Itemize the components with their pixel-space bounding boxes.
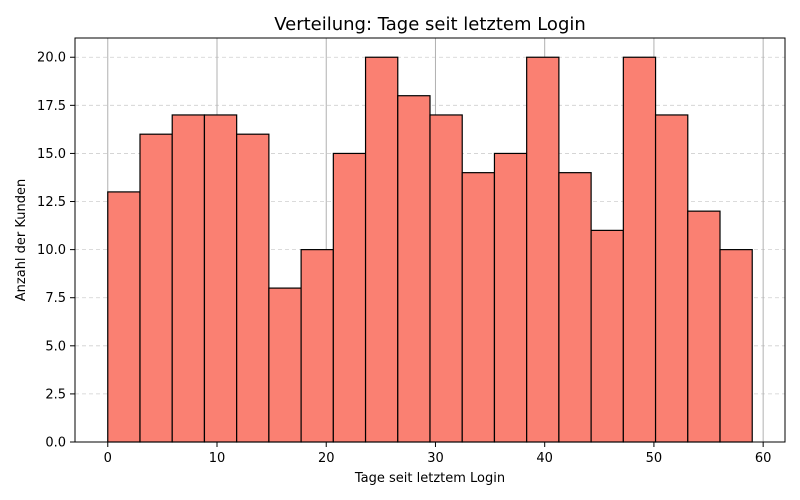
- histogram-bar: [139, 133, 173, 443]
- chart-title: Verteilung: Tage seit letztem Login: [274, 14, 586, 35]
- y-tick-label: 2.5: [45, 387, 66, 402]
- histogram-bar: [429, 114, 463, 443]
- x-tick-label: 20: [318, 451, 335, 466]
- y-tick-label: 12.5: [37, 195, 66, 210]
- x-tick-label: 40: [536, 451, 553, 466]
- x-tick-label: 50: [646, 451, 663, 466]
- histogram-bar: [397, 95, 431, 443]
- bars: [107, 56, 753, 443]
- plot-frame: [74, 37, 786, 443]
- y-tick-label: 5.0: [45, 339, 66, 354]
- x-axis-ticks: 0 10 20 30 40 50 60: [104, 442, 772, 466]
- histogram-bar: [364, 56, 399, 443]
- histogram-bar: [590, 229, 624, 443]
- x-tick-label: 10: [209, 451, 226, 466]
- histogram-bar: [461, 172, 496, 443]
- histogram-bar: [687, 210, 721, 443]
- histogram-bar: [622, 56, 657, 443]
- histogram-bar: [268, 287, 302, 443]
- y-tick-label: 17.5: [37, 99, 66, 114]
- histogram-bar: [107, 191, 141, 443]
- histogram-bar: [203, 114, 238, 443]
- histogram-bar: [558, 172, 592, 443]
- histogram-bar: [493, 152, 528, 443]
- histogram-bar: [332, 152, 367, 443]
- x-tick-label: 60: [755, 451, 772, 466]
- x-tick-label: 0: [104, 451, 112, 466]
- y-tick-label: 7.5: [45, 291, 66, 306]
- histogram-bar: [719, 249, 753, 443]
- histogram-bar: [654, 114, 689, 443]
- histogram-bar: [236, 133, 270, 443]
- y-tick-label: 0.0: [45, 436, 66, 451]
- x-tick-label: 30: [427, 451, 444, 466]
- y-axis-ticks: 0.0 2.5 5.0 7.5 10.0 12.5 15.0 17.5 20.0: [37, 51, 75, 451]
- histogram-bar: [300, 249, 334, 443]
- y-tick-label: 15.0: [37, 147, 66, 162]
- histogram-bar: [171, 114, 206, 443]
- y-tick-label: 10.0: [37, 243, 66, 258]
- histogram-bar: [526, 56, 560, 443]
- y-tick-label: 20.0: [37, 51, 66, 66]
- x-axis-label: Tage seit letztem Login: [354, 471, 505, 486]
- y-axis-label: Anzahl der Kunden: [14, 179, 29, 301]
